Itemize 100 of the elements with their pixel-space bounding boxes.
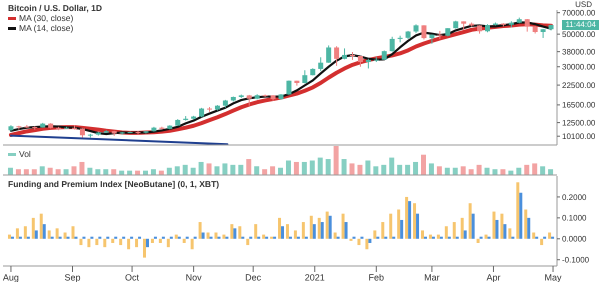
bar (476, 164, 482, 175)
bar (72, 226, 75, 239)
bar (540, 238, 544, 246)
candlestick (382, 50, 387, 60)
legend-label: MA (30, close) (19, 13, 74, 23)
bar (495, 220, 498, 239)
bar (428, 234, 432, 239)
bar (365, 160, 370, 175)
y-axis-title: USD (575, 0, 592, 9)
x-tick-label: Nov (186, 272, 202, 282)
bar (527, 218, 530, 239)
y-tick-label: 30000.00 (562, 62, 596, 72)
bar (444, 226, 448, 239)
bar (405, 196, 408, 239)
bar (198, 222, 202, 239)
bar (365, 238, 368, 250)
bar (182, 238, 186, 243)
bar (444, 168, 450, 175)
y-tick-label: 12500.00 (562, 118, 596, 128)
bar (56, 169, 61, 175)
bar (312, 224, 316, 239)
bar (42, 224, 46, 239)
bar (270, 166, 276, 175)
bar (357, 164, 362, 175)
bar (190, 168, 196, 175)
bar (246, 159, 252, 175)
bar (328, 216, 332, 239)
bar (246, 238, 250, 246)
bar (548, 232, 552, 239)
bar (413, 203, 416, 239)
bar (532, 232, 536, 239)
y-tick-label: 0.0000 (562, 234, 588, 244)
bar (516, 168, 522, 175)
bar (381, 164, 386, 175)
bar (310, 160, 315, 175)
bar (206, 232, 210, 239)
bar (350, 163, 355, 175)
bar (500, 169, 506, 175)
bar (146, 238, 149, 248)
bar (16, 228, 19, 239)
candlestick (334, 46, 340, 66)
bar (373, 166, 378, 175)
bar (464, 230, 467, 239)
bar (397, 209, 400, 239)
y-tick-label: 0.1000 (562, 214, 588, 223)
x-tick-label: Oct (125, 272, 140, 282)
bar (238, 226, 242, 239)
candlestick (286, 80, 292, 96)
bar (40, 214, 43, 239)
bar (472, 214, 475, 239)
candlestick (524, 18, 530, 32)
x-tick-label: May (544, 272, 562, 282)
bar (40, 166, 45, 175)
candlestick (366, 58, 371, 69)
bar (202, 232, 205, 239)
bar (294, 162, 299, 175)
bar (95, 238, 98, 246)
chart-title: Funding and Premium Index [NeoButane] (0, 1, XBT) (8, 179, 220, 189)
bar (262, 169, 268, 175)
bar (127, 238, 130, 250)
bar (286, 224, 289, 239)
bar (48, 230, 51, 239)
bar (34, 230, 38, 239)
bar (214, 166, 220, 175)
bar (32, 169, 37, 175)
y-tick-label: -0.1000 (562, 256, 590, 265)
x-tick-label: 2021 (304, 272, 325, 282)
bar (334, 146, 339, 175)
bar (302, 222, 305, 239)
bar (79, 162, 84, 175)
bar (516, 182, 520, 239)
bar (166, 168, 172, 175)
bar (320, 222, 324, 239)
y-tick-label: 50000.00 (562, 30, 596, 39)
candlestick (246, 94, 252, 106)
bar (32, 218, 35, 239)
bar (524, 164, 530, 175)
bar (405, 164, 410, 175)
bar (500, 214, 504, 239)
candlestick (199, 107, 204, 118)
bar (468, 203, 472, 239)
bar (397, 164, 402, 175)
bar (278, 218, 282, 239)
bar (166, 238, 170, 248)
bar (111, 169, 116, 175)
legend-label: Vol (19, 149, 31, 159)
bar (342, 159, 347, 175)
bar (468, 169, 474, 175)
bar (135, 170, 140, 175)
bar (111, 238, 114, 243)
bar (24, 226, 27, 239)
bar (64, 169, 69, 175)
bar (233, 228, 236, 239)
bar (222, 163, 228, 175)
x-tick-label: Apr (486, 272, 500, 282)
bar (334, 232, 337, 239)
bar (436, 166, 442, 175)
bar (389, 158, 394, 175)
bar (452, 168, 458, 175)
bar (135, 238, 138, 248)
